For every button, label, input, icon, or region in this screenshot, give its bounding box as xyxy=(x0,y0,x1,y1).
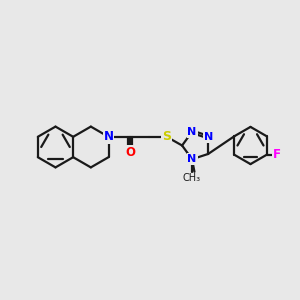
Text: F: F xyxy=(273,148,281,161)
Text: N: N xyxy=(203,132,213,142)
Text: N: N xyxy=(103,130,113,143)
Text: CH₃: CH₃ xyxy=(183,173,201,183)
Text: S: S xyxy=(162,130,171,143)
Text: N: N xyxy=(188,154,197,164)
Text: N: N xyxy=(190,174,199,184)
Text: O: O xyxy=(125,146,135,159)
Text: N: N xyxy=(188,127,197,137)
